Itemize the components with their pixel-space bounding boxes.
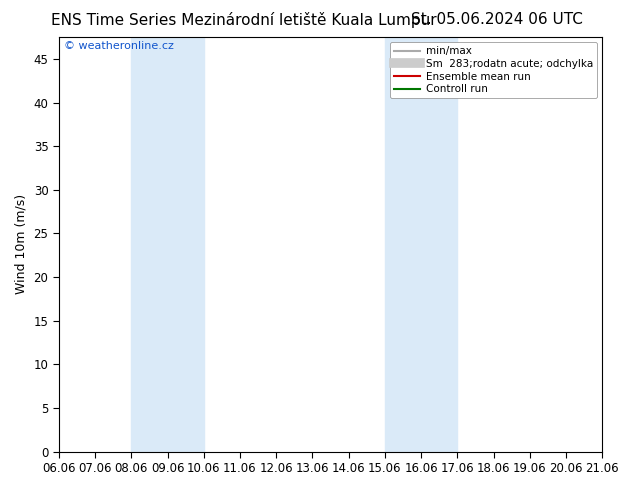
Text: ENS Time Series Mezinárodní letiště Kuala Lumpur: ENS Time Series Mezinárodní letiště Kual… bbox=[51, 12, 436, 28]
Text: © weatheronline.cz: © weatheronline.cz bbox=[64, 41, 174, 51]
Text: St. 05.06.2024 06 UTC: St. 05.06.2024 06 UTC bbox=[411, 12, 583, 27]
Y-axis label: Wind 10m (m/s): Wind 10m (m/s) bbox=[15, 194, 28, 294]
Bar bbox=[385, 37, 457, 452]
Bar bbox=[131, 37, 204, 452]
Legend: min/max, Sm  283;rodatn acute; odchylka, Ensemble mean run, Controll run: min/max, Sm 283;rodatn acute; odchylka, … bbox=[390, 42, 597, 98]
